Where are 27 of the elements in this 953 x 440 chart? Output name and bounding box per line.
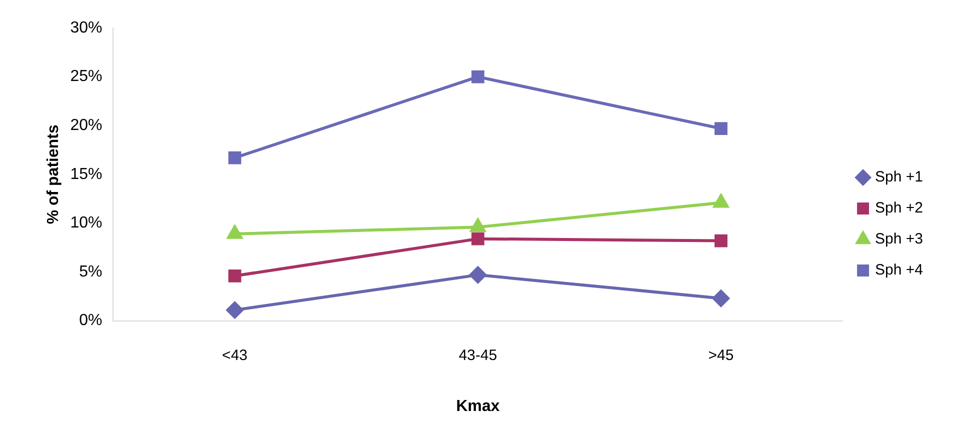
y-tick-label: 0%	[79, 312, 102, 330]
point	[471, 70, 484, 84]
x-axis-title: Kmax	[456, 398, 500, 415]
x-tick-label: >45	[708, 346, 734, 364]
y-tick-label: 10%	[70, 214, 102, 232]
x-tick-label: 43-45	[458, 346, 498, 364]
point	[226, 302, 244, 319]
legend-label: Sph +3	[875, 230, 924, 248]
y-tick-label: 20%	[70, 117, 102, 134]
point	[470, 218, 486, 232]
point	[712, 290, 730, 307]
legend-label: Sph +2	[875, 200, 924, 217]
point	[714, 122, 728, 135]
y-tick-label: 15%	[70, 166, 102, 183]
point	[228, 269, 242, 282]
y-tick-label: 5%	[79, 263, 102, 280]
point	[471, 232, 484, 246]
legend-label: Sph +1	[875, 168, 924, 186]
y-axis-title: % of patients	[45, 124, 62, 224]
y-tick-label: 30%	[70, 19, 102, 36]
point	[714, 234, 728, 248]
x-tick-label: <43	[222, 346, 248, 364]
legend-label: Sph +4	[875, 262, 924, 279]
point	[228, 151, 242, 164]
point	[469, 266, 486, 284]
y-tick-label: 25%	[70, 68, 102, 86]
point	[713, 194, 729, 208]
